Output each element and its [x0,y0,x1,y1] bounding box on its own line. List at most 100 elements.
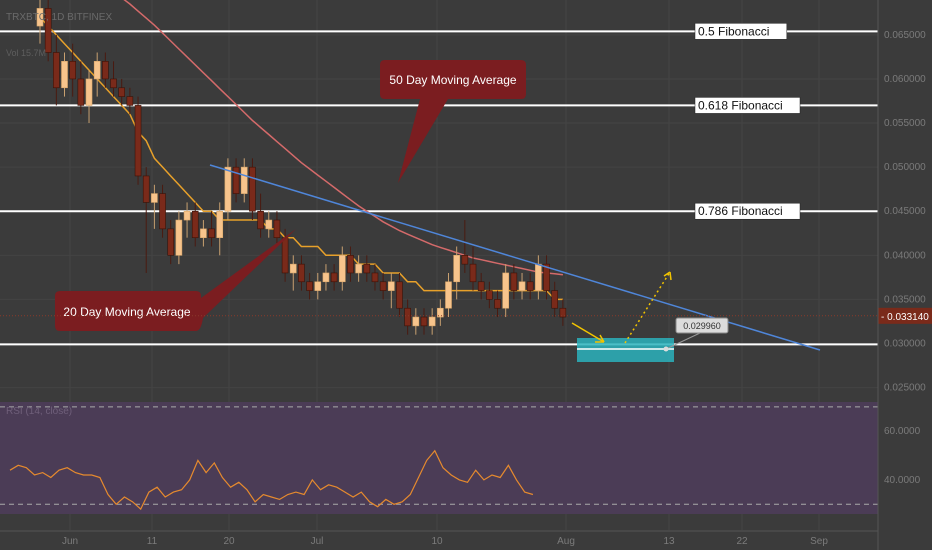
y-tick-label: 0.035000 [884,294,926,305]
x-tick-label: 20 [223,536,235,547]
candle-bullish [355,263,362,274]
fibonacci-label: 0.786 Fibonacci [698,204,783,218]
candle-bearish [159,193,166,230]
price-callout-dot [663,346,669,352]
projection-arrow-head [595,334,605,343]
candle-bearish [526,281,534,291]
candle-bearish [249,166,256,212]
y-tick-label: 0.065000 [884,30,926,41]
x-tick-label: Jul [311,536,324,547]
rsi-label: RSI (14, close) [6,406,72,417]
rebound-arrow-head [663,271,672,281]
candle-bearish [126,96,134,106]
ma50-line [123,0,563,276]
candle-bearish [257,210,264,230]
y-tick-label: 0.045000 [884,206,926,217]
candle-bullish [518,281,526,291]
candle-bearish [232,166,240,194]
candle-bearish [77,78,85,106]
candle-bearish [494,299,501,309]
volume-line: Vol 15.7M [6,48,46,58]
candle-bearish [69,61,76,80]
candle-bearish [191,210,199,238]
moving-averages [39,0,563,301]
candle-bearish [396,281,403,309]
rebound-arrow [624,271,671,344]
candle-bearish [404,307,411,327]
x-axis: Jun 11 20 Jul 10 Aug 13 22 Sep [0,530,878,547]
price-callout-pointer [665,332,701,350]
candle-bearish [347,255,354,274]
candle-bearish [420,316,428,327]
candle-bullish [437,307,444,318]
projection-arrow [571,322,605,343]
ma20-callout-bubble [55,229,296,331]
symbol-line: TRXBTC, 1D BITFINEX [6,12,112,23]
candle-bullish [388,281,395,291]
ma50-callout-label: 50 Day Moving Average [389,73,517,87]
y-tick-label: 0.055000 [884,118,926,129]
candle-bullish [93,61,101,80]
chart-header: TRXBTC, 1D BITFINEX Vol 15.7M [6,12,112,58]
price-callout-box [675,317,729,334]
candle-bearish [142,175,150,203]
ma20-line [39,16,563,301]
candle-bullish [535,263,542,291]
y-tick-label: 0.030000 [884,339,926,350]
candle-bullish [224,166,232,212]
rsi-tick-label: 40.0000 [884,475,921,486]
x-tick-label: 13 [663,536,675,547]
y-tick-label: 0.050000 [884,162,926,173]
x-tick-label: Sep [810,536,828,547]
candle-bearish [379,281,387,291]
candle-bearish [371,272,379,283]
candle-bearish [118,87,125,97]
candle-bullish [453,255,460,283]
candle-bearish [477,281,485,291]
rsi-tick-label: 60.0000 [884,426,921,437]
x-tick-label: Jun [62,536,78,547]
candle-bearish [330,272,338,283]
candle-bullish [36,8,44,27]
last-price-tag [878,307,932,324]
candle-bullish [183,210,191,221]
candle-bullish [200,228,207,238]
price-callout-label: 0.029960 [683,321,721,331]
candle-bearish [167,228,175,256]
ma50-callout-bubble [380,60,526,183]
candle-bullish [428,316,436,327]
candle-bullish [412,316,420,327]
candle-bearish [559,307,567,318]
candle-bullish [216,210,224,238]
y-tick-label: 0.060000 [884,74,926,85]
candle-bullish [61,61,68,89]
y-tick-label: 0.040000 [884,250,926,261]
candle-bearish [298,263,305,283]
candle-bearish [461,255,469,265]
ma20-callout-label: 20 Day Moving Average [63,305,191,319]
fibonacci-label-box [694,23,788,40]
candle-bearish [486,290,493,300]
candle-bullish [445,281,452,309]
fibonacci-label-box [694,202,801,220]
rsi-line [9,449,534,511]
overlays: 0.029960 50 Day Moving Average 20 Day Movi… [0,60,932,362]
rsi-panel [0,402,878,514]
candle-bullish [289,263,297,274]
x-tick-label: 11 [147,536,158,547]
candle-bullish [265,219,273,230]
candle-bullish [314,281,322,291]
candle-bearish [134,105,142,177]
candle-bearish [44,8,52,53]
candle-bullish [322,272,330,283]
candle-bearish [363,263,371,274]
candle-bullish [240,166,248,194]
x-tick-label: Aug [557,536,575,547]
candle-bearish [53,52,60,89]
candle-bullish [85,78,93,106]
x-tick-label: 10 [431,536,443,547]
candle-bullish [338,255,346,283]
candle-bearish [110,78,117,89]
candle-bullish [175,219,183,256]
